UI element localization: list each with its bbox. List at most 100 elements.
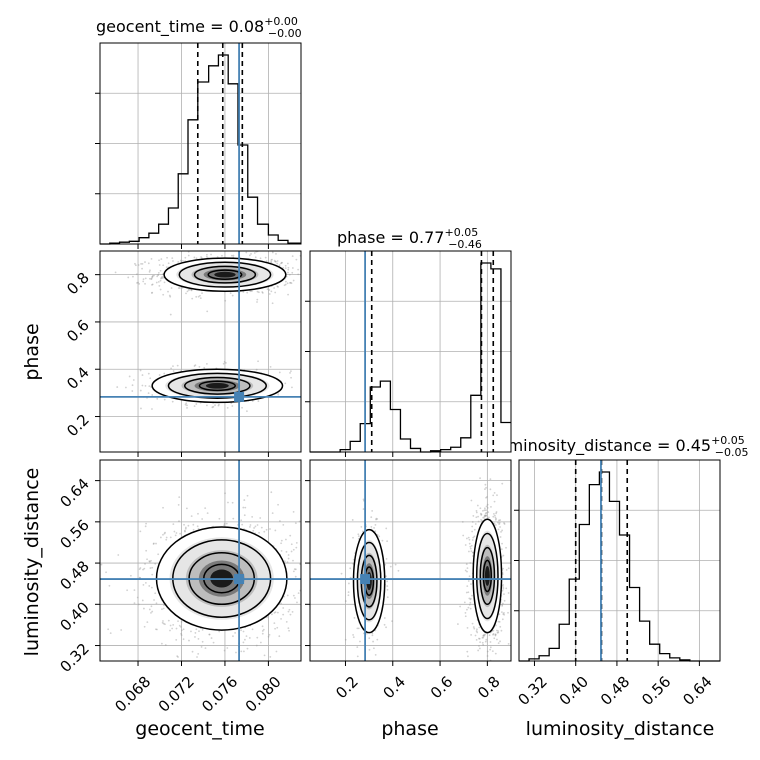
sample-point [475, 638, 478, 641]
sample-point [211, 406, 214, 409]
sample-point [144, 261, 146, 263]
sample-point [372, 640, 374, 643]
sample-point [162, 264, 165, 267]
sample-point [475, 511, 478, 514]
sample-point [276, 626, 279, 629]
sample-point [501, 604, 504, 607]
sample-point [373, 527, 375, 529]
sample-point [499, 526, 501, 528]
sample-point [200, 646, 203, 648]
sample-point [503, 599, 506, 602]
sample-point [156, 397, 159, 400]
sample-point [249, 526, 251, 528]
sample-point [96, 405, 98, 407]
density-group-luminosity_distance_vs_phase [310, 460, 511, 667]
sample-point [274, 627, 276, 630]
sample-point [146, 621, 149, 624]
sample-point [302, 274, 304, 276]
sample-point [471, 521, 474, 523]
sample-point [163, 604, 165, 607]
sample-point [120, 629, 123, 631]
sample-point [157, 271, 160, 274]
sample-point [289, 534, 292, 537]
sample-point [494, 516, 497, 519]
tick-label-x: 0.8 [474, 673, 504, 703]
sample-point [501, 482, 504, 485]
sample-point [255, 368, 258, 371]
sample-point [161, 608, 163, 611]
sample-point [134, 262, 136, 265]
sample-point [136, 596, 139, 599]
density-fill-level-4 [205, 382, 229, 389]
sample-point [289, 613, 292, 616]
sample-point [287, 610, 290, 613]
sample-point [155, 602, 158, 605]
sample-point [150, 586, 153, 589]
tick-label-x: 0.080 [242, 673, 285, 716]
sample-point [254, 525, 257, 528]
contour-level-1 [356, 541, 382, 621]
sample-point [141, 374, 144, 376]
sample-point [240, 519, 243, 522]
sample-point [493, 491, 496, 494]
sample-point [347, 594, 350, 597]
sample-point [232, 635, 234, 638]
sample-point [469, 601, 472, 604]
sample-point [154, 592, 157, 595]
sample-point [303, 598, 305, 600]
sample-point [292, 594, 295, 597]
sample-point [250, 290, 253, 293]
sample-point [486, 506, 489, 509]
sample-point [498, 620, 501, 623]
sample-point [478, 637, 480, 640]
sample-point [190, 289, 192, 291]
sample-point [180, 632, 183, 635]
sample-point [175, 627, 178, 630]
sample-point [496, 638, 498, 641]
sample-point [488, 516, 490, 519]
sample-point [500, 629, 503, 632]
sample-point [252, 529, 255, 532]
contour-level-3 [198, 380, 237, 392]
sample-point [475, 665, 477, 667]
sample-point [177, 287, 180, 289]
sample-point [141, 384, 144, 387]
sample-point [226, 647, 229, 649]
sample-point [195, 257, 198, 260]
sample-point [188, 639, 190, 642]
sample-point [196, 656, 198, 658]
sample-point [502, 567, 504, 570]
sample-point [482, 643, 485, 646]
sample-point [142, 584, 145, 586]
sample-point [469, 598, 472, 601]
sample-point [253, 527, 256, 529]
sample-point [196, 525, 199, 528]
sample-point [374, 524, 377, 526]
sample-point [224, 361, 227, 364]
sample-point [162, 533, 164, 536]
sample-point [397, 569, 400, 572]
sample-point [162, 607, 165, 610]
sample-point [158, 374, 161, 376]
sample-point [282, 613, 285, 616]
sample-point [365, 632, 368, 635]
sample-point [389, 565, 392, 568]
sample-point [292, 570, 295, 573]
sample-point [344, 600, 347, 602]
sample-point [485, 638, 488, 641]
sample-point [256, 290, 259, 293]
sample-point [286, 594, 289, 597]
sample-point [465, 537, 468, 540]
sample-point [184, 403, 187, 406]
sample-point [204, 507, 207, 509]
sample-point [385, 626, 387, 629]
sample-point [502, 586, 505, 589]
sample-point [290, 282, 293, 285]
sample-point [148, 385, 151, 388]
sample-point [507, 642, 510, 645]
sample-point [273, 287, 276, 289]
sample-point [109, 632, 112, 635]
sample-point [503, 613, 506, 616]
sample-point [489, 648, 492, 651]
sample-point [487, 511, 490, 514]
